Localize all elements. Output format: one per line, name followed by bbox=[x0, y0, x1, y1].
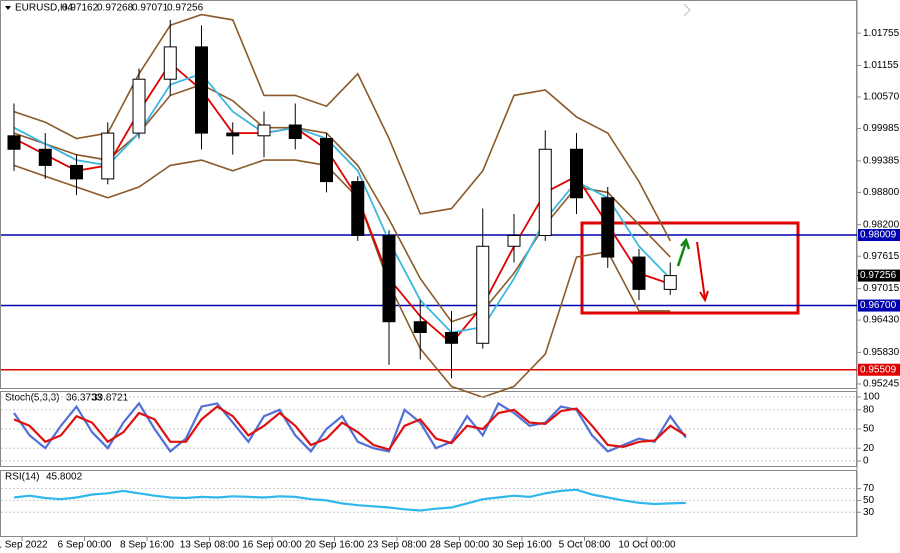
x-tick-label: 1 Sep 2022 bbox=[0, 540, 48, 551]
candle-body bbox=[195, 46, 208, 134]
candle-body bbox=[413, 321, 427, 333]
candle-body bbox=[132, 78, 146, 134]
x-tick-label: 13 Sep 08:00 bbox=[180, 540, 240, 551]
x-tick-label: 8 Sep 16:00 bbox=[120, 540, 174, 551]
candle-body bbox=[7, 135, 21, 150]
bar-close: 0.97256 bbox=[167, 3, 204, 14]
y-tick-label: 50 bbox=[863, 495, 875, 506]
bollinger-band bbox=[13, 83, 671, 323]
rsi-title: RSI(14) bbox=[5, 472, 39, 483]
y-tick-label: 0.99385 bbox=[863, 155, 900, 166]
level-tag bbox=[858, 299, 900, 312]
candle-body bbox=[226, 132, 240, 137]
x-tick-label: 23 Sep 08:00 bbox=[367, 540, 427, 551]
scroll-marker bbox=[683, 3, 691, 17]
y-tick-label: 0.96430 bbox=[863, 315, 900, 326]
y-tick-label: 0.97615 bbox=[863, 251, 900, 262]
bollinger-band bbox=[13, 13, 672, 242]
y-tick-label: 1.01155 bbox=[863, 60, 899, 71]
down-arrow bbox=[696, 241, 709, 303]
y-tick-label: 0.98200 bbox=[863, 219, 900, 230]
indicator-line bbox=[13, 405, 687, 451]
level-tag bbox=[858, 363, 900, 376]
price-panel bbox=[0, 0, 857, 389]
candle-body bbox=[601, 197, 615, 258]
indicator-line bbox=[13, 488, 686, 512]
candle-body bbox=[663, 275, 677, 290]
y-tick-label: 50 bbox=[863, 424, 875, 435]
price-tag bbox=[858, 269, 900, 282]
y-tick-label: 1.00570 bbox=[863, 92, 900, 103]
candle-body bbox=[538, 148, 552, 236]
candle-body bbox=[445, 331, 458, 344]
candle-body bbox=[320, 137, 333, 183]
bar-low: 0.97071 bbox=[132, 3, 169, 14]
candle-body bbox=[38, 148, 52, 166]
x-tick-label: 6 Sep 00:00 bbox=[58, 540, 112, 551]
x-tick-label: 28 Sep 00:00 bbox=[430, 540, 490, 551]
candle-body bbox=[351, 181, 365, 236]
bar-high: 0.97268 bbox=[97, 3, 134, 14]
x-tick-label: 10 Oct 00:00 bbox=[618, 540, 676, 551]
y-tick-label: 30 bbox=[863, 507, 875, 518]
candle-body bbox=[101, 132, 115, 180]
candle-body bbox=[507, 234, 521, 247]
stoch-title: Stoch(5,3,3) bbox=[5, 393, 59, 404]
x-tick-label: 16 Sep 00:00 bbox=[242, 540, 302, 551]
moving-average bbox=[13, 61, 671, 345]
y-tick-label: 0 bbox=[863, 456, 869, 467]
up-arrow bbox=[676, 237, 691, 267]
candle-body bbox=[163, 46, 177, 80]
level-label: 0.95509 bbox=[860, 364, 897, 375]
candle-body bbox=[288, 124, 302, 139]
x-tick-label: 20 Sep 16:00 bbox=[305, 540, 365, 551]
level-label: 0.98009 bbox=[860, 230, 897, 241]
stoch-signal-value: 39.8721 bbox=[92, 393, 129, 404]
rsi-value: 45.8002 bbox=[46, 472, 83, 483]
y-tick-label: 1.01755 bbox=[863, 28, 900, 39]
bollinger-band bbox=[13, 159, 671, 399]
candle-body bbox=[570, 148, 583, 199]
symbol-title: EURUSD,H4 bbox=[15, 3, 73, 14]
y-tick-label: 0.98800 bbox=[863, 187, 900, 198]
highlight-box bbox=[580, 221, 800, 315]
y-tick-label: 0.95830 bbox=[863, 347, 900, 358]
x-tick-label: 5 Oct 08:00 bbox=[559, 540, 611, 551]
candle-body bbox=[632, 256, 646, 290]
candle-body bbox=[382, 234, 396, 323]
y-tick-label: 70 bbox=[863, 483, 875, 494]
candle-body bbox=[476, 245, 490, 344]
stoch-main-value: 36.3733 bbox=[66, 393, 103, 404]
x-tick-label: 30 Sep 16:00 bbox=[492, 540, 552, 551]
candle-body bbox=[257, 124, 271, 137]
bar-open: 0.97162 bbox=[62, 3, 99, 14]
y-tick-label: 0.99985 bbox=[863, 123, 900, 134]
candle-body bbox=[70, 164, 83, 180]
menu-triangle[interactable] bbox=[5, 6, 11, 10]
current-price: 0.97256 bbox=[860, 270, 897, 281]
rsi-panel bbox=[0, 470, 857, 537]
level-tag bbox=[858, 229, 900, 242]
y-tick-label: 80 bbox=[863, 404, 875, 415]
y-tick-label: 20 bbox=[863, 443, 875, 454]
y-tick-label: 0.95245 bbox=[863, 379, 900, 390]
y-tick-label: 100 bbox=[863, 392, 880, 403]
moving-average bbox=[13, 72, 671, 334]
y-tick-label: 0.97015 bbox=[863, 283, 900, 294]
level-label: 0.96700 bbox=[860, 300, 897, 311]
